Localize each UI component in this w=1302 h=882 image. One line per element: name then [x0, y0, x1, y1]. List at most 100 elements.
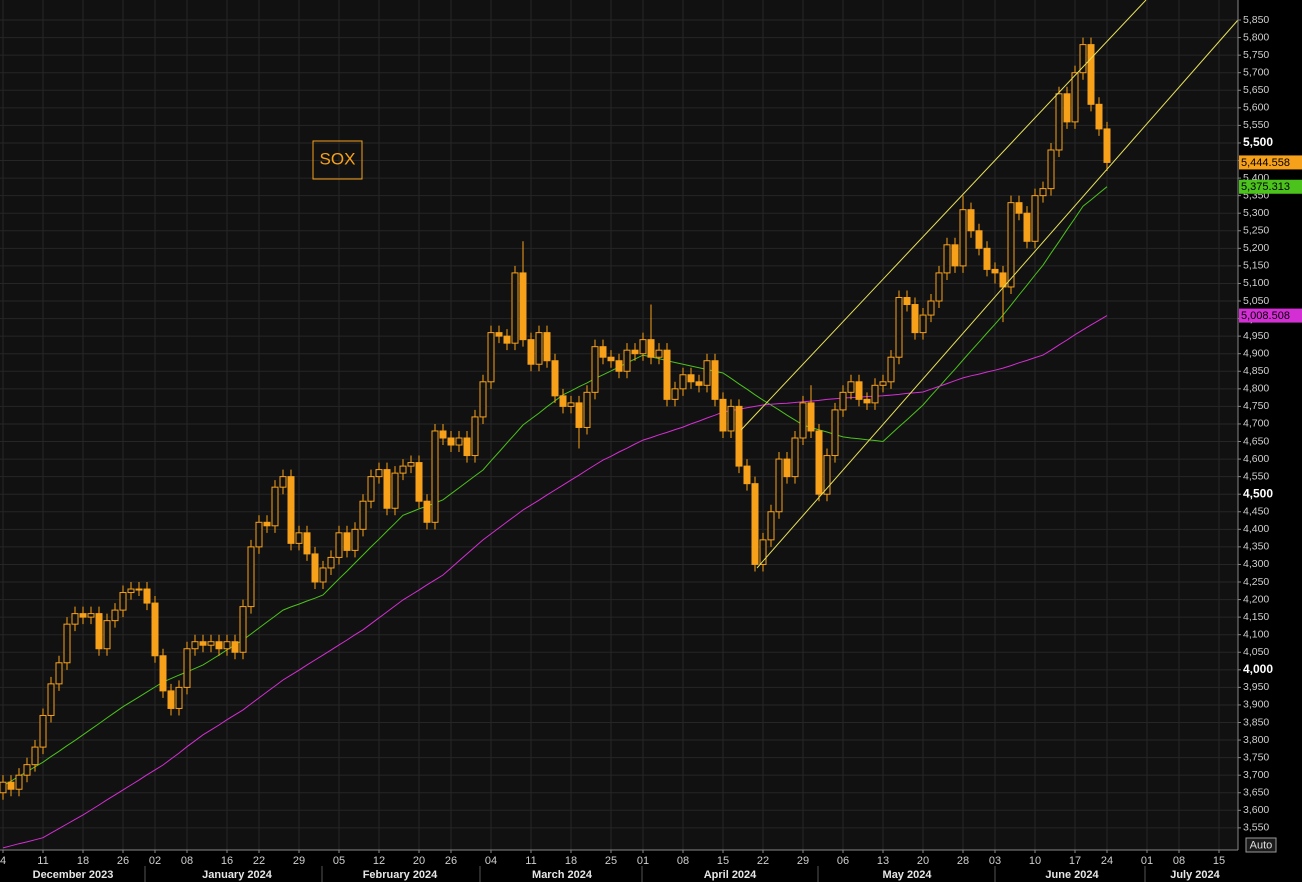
x-tick-label: 15 — [1213, 855, 1225, 867]
candle-body — [967, 209, 975, 232]
candle-body — [623, 349, 631, 372]
x-tick-label: 29 — [293, 855, 305, 867]
candle-body — [559, 395, 567, 407]
candle-body — [23, 764, 31, 776]
candle-body — [71, 613, 79, 625]
candle-body — [1095, 103, 1103, 130]
y-tick-label: 4,400 — [1243, 523, 1269, 535]
candle-body — [439, 430, 447, 439]
y-tick-label: 5,850 — [1243, 14, 1269, 26]
candle-body — [1103, 128, 1111, 163]
candle-body — [55, 662, 63, 685]
plot-background — [0, 0, 1238, 850]
candle-body — [1047, 149, 1055, 190]
candle-body — [975, 230, 983, 249]
candle-body — [823, 455, 831, 495]
candle-body — [327, 556, 335, 569]
x-tick-label: 22 — [253, 855, 265, 867]
candle-body — [839, 391, 847, 411]
candle-body — [727, 405, 735, 432]
y-tick-label: 3,750 — [1243, 751, 1269, 763]
candle-body — [607, 356, 615, 362]
candle-body — [863, 398, 871, 404]
candle-body — [583, 391, 591, 428]
y-tick-label: 3,650 — [1243, 787, 1269, 799]
marks — [0, 37, 1111, 849]
candle-body — [415, 462, 423, 502]
auto-button-label[interactable]: Auto — [1250, 839, 1273, 851]
candle-body — [303, 532, 311, 555]
y-tick-label: 3,950 — [1243, 681, 1269, 693]
y-tick-label: 4,900 — [1243, 347, 1269, 359]
candle-body — [535, 332, 543, 365]
candle-body — [263, 521, 271, 527]
last-value-label: 5,008.508 — [1241, 310, 1290, 322]
candle-body — [479, 381, 487, 418]
x-tick-label: 26 — [117, 855, 129, 867]
x-tick-label: 17 — [1069, 855, 1081, 867]
candle-body — [647, 339, 655, 358]
y-tick-label: 4,450 — [1243, 506, 1269, 518]
candle-body — [991, 268, 999, 274]
candle-body — [383, 469, 391, 509]
candle-body — [1023, 212, 1031, 242]
x-tick-label: 11 — [37, 855, 48, 867]
y-tick-label: 5,200 — [1243, 242, 1269, 254]
candle-body — [1031, 195, 1039, 242]
month-label: May 2024 — [883, 869, 933, 881]
candle-body — [423, 500, 431, 523]
month-label: June 2024 — [1045, 869, 1099, 881]
candle-body — [471, 416, 479, 457]
x-tick-label: 08 — [677, 855, 689, 867]
y-tick-label: 4,150 — [1243, 611, 1269, 623]
candle-body — [919, 314, 927, 334]
y-tick-label: 4,750 — [1243, 400, 1269, 412]
candle-body — [127, 588, 135, 594]
month-label: January 2024 — [202, 869, 273, 881]
candle-body — [431, 430, 439, 523]
candle-body — [319, 567, 327, 583]
y-tick-label: 4,550 — [1243, 470, 1269, 482]
candle-body — [135, 588, 143, 591]
candle-body — [351, 528, 359, 551]
candle-body — [503, 335, 511, 344]
candle-body — [511, 272, 519, 344]
x-tick-label: 26 — [445, 855, 457, 867]
y-tick-label: 4,000 — [1243, 662, 1273, 676]
candle-body — [983, 247, 991, 270]
x-tick-label: 06 — [837, 855, 849, 867]
candle-body — [591, 346, 599, 393]
auto-button[interactable] — [1245, 837, 1277, 853]
x-tick-label: 24 — [1101, 855, 1113, 867]
candle-body — [743, 465, 751, 485]
candle-body — [95, 613, 103, 650]
candle-body — [39, 714, 47, 748]
last-value-tag — [1239, 155, 1302, 170]
candle-body — [223, 641, 231, 650]
candle-body — [239, 606, 247, 653]
candle-body — [87, 613, 95, 618]
candle-body — [31, 746, 39, 766]
candle-body — [799, 402, 807, 439]
y-tick-label: 4,500 — [1243, 486, 1273, 500]
x-tick-label: 18 — [77, 855, 89, 867]
x-tick-label: 01 — [1141, 855, 1153, 867]
x-tick-label: 11 — [525, 855, 536, 867]
candle-body — [567, 402, 575, 407]
grid — [0, 0, 1238, 850]
candle-body — [151, 602, 159, 657]
candle-body — [807, 402, 815, 432]
candle-body — [215, 641, 223, 650]
x-tick-label: 28 — [957, 855, 969, 867]
y-tick-label: 5,150 — [1243, 260, 1269, 272]
candle-body — [175, 686, 183, 709]
candle-body — [455, 437, 463, 446]
candle-body — [759, 539, 767, 565]
x-tick-label: 10 — [1029, 855, 1041, 867]
candle-body — [231, 641, 239, 653]
candle-body — [615, 360, 623, 372]
candle-body — [663, 349, 671, 400]
y-tick-label: 5,050 — [1243, 295, 1269, 307]
candle-body — [255, 521, 263, 548]
candle-body — [599, 346, 607, 358]
